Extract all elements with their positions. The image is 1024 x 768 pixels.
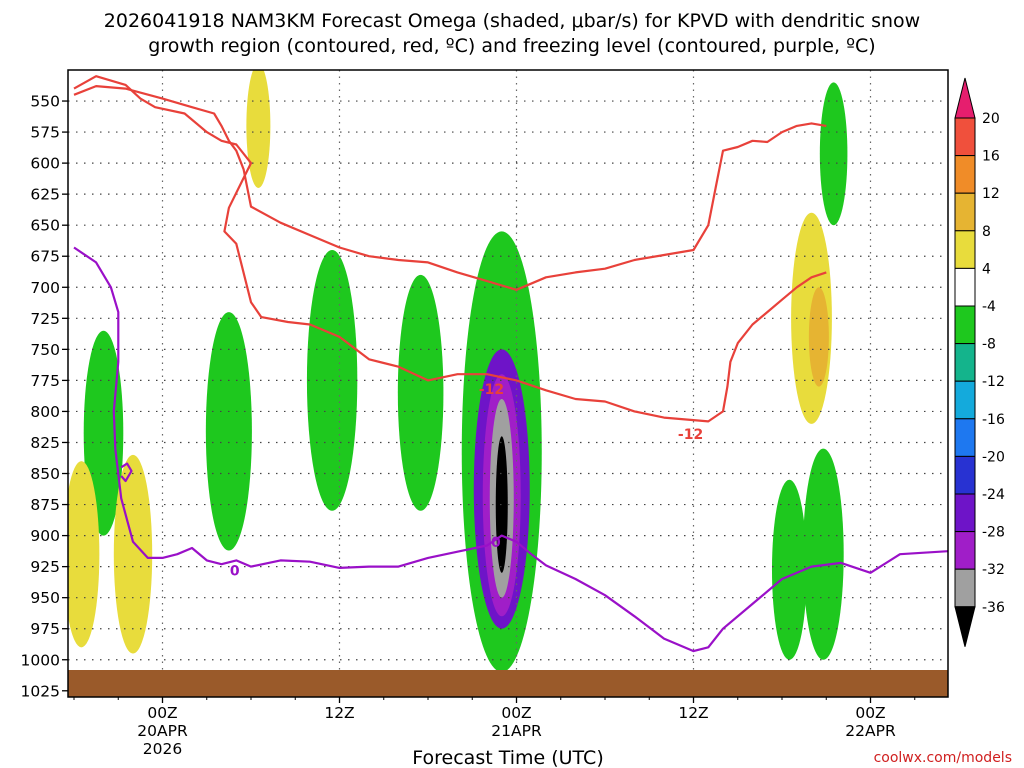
colorbar-swatch: [954, 117, 976, 157]
colorbar-min-triangle: [954, 606, 976, 647]
chart-title-line1: 2026041918 NAM3KM Forecast Omega (shaded…: [104, 10, 920, 32]
colorbar-swatch: [954, 418, 976, 457]
colorbar-label: 4: [982, 261, 991, 277]
colorbar-swatch: [954, 305, 976, 345]
x-tick-label: 00Z: [147, 704, 177, 722]
isotherm-contour: [120, 462, 133, 483]
colorbar-label: 8: [982, 224, 991, 240]
plot-frame: [67, 69, 949, 698]
y-tick-label: 775: [30, 372, 60, 390]
y-tick-label: 625: [30, 186, 60, 204]
x-tick-date: 21APR: [491, 722, 542, 740]
x-tick-label: 12Z: [324, 704, 354, 722]
y-tick-label: 1000: [21, 651, 60, 669]
y-tick-label: 975: [30, 620, 60, 638]
omega-shade-region: [802, 448, 844, 660]
y-tick-label: 875: [30, 496, 60, 514]
colorbar-swatch: [954, 155, 976, 194]
colorbar-label: -8: [982, 337, 996, 353]
omega-shade-region: [495, 436, 508, 573]
x-tick-label: 12Z: [678, 704, 708, 722]
colorbar-label: -28: [982, 525, 1005, 541]
y-tick-label: 550: [30, 93, 60, 111]
omega-shade-region: [68, 461, 100, 648]
y-tick-label: 750: [30, 341, 60, 359]
y-tick-label: 925: [30, 558, 60, 576]
x-tick-label: 00Z: [855, 704, 885, 722]
y-tick-label: 950: [30, 589, 60, 607]
isotherm-contour: [73, 85, 827, 291]
temperature-contours: -12 -12 0 0: [73, 75, 948, 653]
x-tick-year: 2026: [143, 740, 182, 758]
y-tick-label: 725: [30, 310, 60, 328]
colorbar-label: -20: [982, 449, 1005, 465]
colorbar-swatch: [954, 343, 976, 382]
colorbar-swatch: [954, 493, 976, 533]
isotherm-contour: [73, 246, 948, 653]
y-tick-label: 575: [30, 124, 60, 142]
omega-shading: [68, 70, 848, 673]
credit-label: coolwx.com/models: [874, 750, 1012, 766]
colorbar-swatch: [954, 568, 976, 608]
y-tick-label: 700: [30, 279, 60, 297]
y-tick-label: 825: [30, 434, 60, 452]
x-axis-label: Forecast Time (UTC): [412, 747, 603, 768]
terrain-surface: [68, 670, 948, 697]
x-tick-date: 20APR: [137, 722, 188, 740]
pressure-axis: 550 575 600 625 650 675 700 725 750 775 800 825 850 8…: [21, 93, 68, 700]
colorbar-swatch: [954, 230, 976, 269]
y-tick-label: 675: [30, 248, 60, 266]
contour-label: -12: [479, 382, 504, 398]
y-tick-label: 800: [30, 403, 60, 421]
contour-label: 0: [230, 563, 240, 579]
omega-shade-region: [205, 312, 252, 551]
y-tick-label: 1025: [21, 682, 60, 700]
x-tick-label: 00Z: [501, 704, 531, 722]
colorbar-label: 12: [982, 186, 1000, 202]
colorbar-swatch: [954, 531, 976, 570]
colorbar: 20 16 12 8 4 -4 -8 -12 -16 -20 -24 -28 -32 -36: [954, 77, 1005, 647]
chart-title-line2: growth region (contoured, red, ºC) and f…: [148, 35, 875, 57]
omega-shade-region: [83, 330, 124, 536]
y-tick-label: 600: [30, 155, 60, 173]
y-tick-label: 900: [30, 527, 60, 545]
colorbar-label: -24: [982, 487, 1005, 503]
colorbar-label: -36: [982, 600, 1005, 616]
contour-label: -12: [678, 427, 703, 443]
omega-shade-region: [771, 479, 807, 660]
isotherm-contour: [73, 75, 827, 423]
plot-area: -12 -12 0 0: [67, 69, 949, 698]
colorbar-label: -16: [982, 412, 1005, 428]
contour-label: 0: [491, 535, 501, 551]
colorbar-label: -32: [982, 562, 1005, 578]
colorbar-swatch: [954, 455, 976, 495]
colorbar-swatch: [954, 380, 976, 420]
omega-shade-region: [246, 70, 271, 188]
colorbar-label: -12: [982, 374, 1005, 390]
colorbar-label: 16: [982, 149, 1000, 165]
colorbar-label: 20: [982, 111, 1000, 127]
x-tick-date: 22APR: [845, 722, 896, 740]
colorbar-swatch: [954, 192, 976, 232]
colorbar-max-triangle: [954, 77, 976, 119]
omega-shade-region: [819, 82, 848, 226]
omega-shade-region: [397, 274, 444, 511]
y-tick-label: 650: [30, 217, 60, 235]
colorbar-label: -4: [982, 299, 996, 315]
y-tick-label: 850: [30, 465, 60, 483]
omega-shade-region: [808, 287, 829, 387]
colorbar-swatch: [954, 267, 976, 307]
